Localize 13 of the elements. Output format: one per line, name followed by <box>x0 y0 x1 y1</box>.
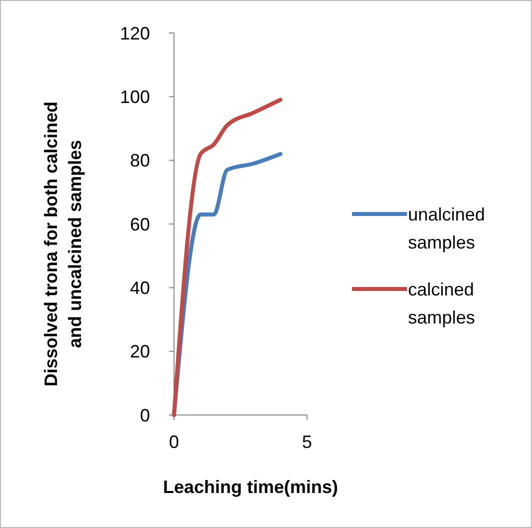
y-tick-label: 120 <box>120 23 150 44</box>
y-tick-label: 40 <box>130 278 150 298</box>
legend-label: calcined samples <box>408 279 476 328</box>
x-tick-label: 5 <box>302 432 312 452</box>
legend-label: unalcined samples <box>408 204 486 252</box>
y-tick-label: 100 <box>120 86 150 107</box>
y-tick-label: 20 <box>130 342 150 362</box>
y-tick-label: 0 <box>140 405 150 426</box>
line-series <box>172 98 282 417</box>
y-axis-title: Dissolved trona for both calcined and uncalcined samples <box>41 101 85 387</box>
y-tick-label: 60 <box>130 214 150 234</box>
y-tick-label: 80 <box>130 150 150 171</box>
x-axis-title: Leaching time(mins) <box>162 477 338 497</box>
